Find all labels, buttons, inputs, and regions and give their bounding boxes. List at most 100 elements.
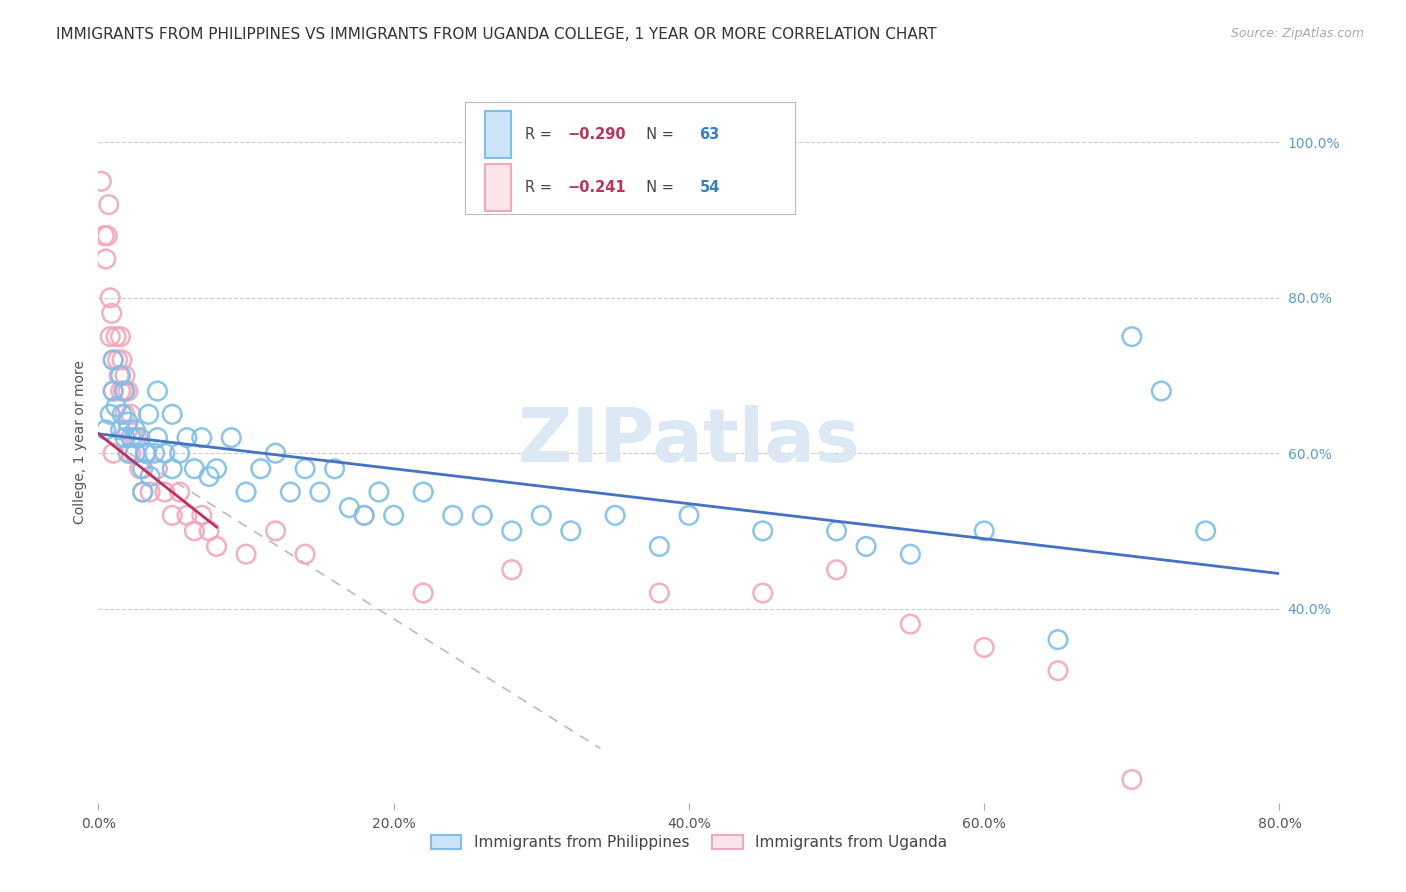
- Point: [471, 508, 494, 523]
- Point: [153, 485, 176, 500]
- Point: [138, 408, 160, 422]
- Point: [146, 461, 169, 475]
- Point: [110, 329, 132, 343]
- Point: [973, 640, 995, 655]
- Point: [183, 524, 205, 538]
- Point: [353, 508, 375, 523]
- Point: [112, 384, 135, 398]
- Text: Source: ZipAtlas.com: Source: ZipAtlas.com: [1230, 27, 1364, 40]
- Point: [103, 353, 125, 368]
- Text: N =: N =: [637, 128, 679, 143]
- Point: [501, 524, 523, 538]
- Point: [139, 485, 162, 500]
- Y-axis label: College, 1 year or more: College, 1 year or more: [73, 359, 87, 524]
- Point: [110, 423, 132, 437]
- Point: [752, 524, 775, 538]
- Point: [973, 524, 995, 538]
- Text: −0.241: −0.241: [567, 180, 626, 194]
- Point: [162, 508, 183, 523]
- Point: [162, 408, 183, 422]
- Point: [205, 540, 228, 554]
- Point: [90, 174, 112, 188]
- Point: [900, 617, 922, 632]
- Point: [120, 431, 142, 445]
- Point: [169, 485, 191, 500]
- Point: [114, 408, 136, 422]
- Point: [103, 384, 125, 398]
- Point: [1046, 632, 1070, 647]
- Point: [294, 461, 316, 475]
- Point: [132, 461, 155, 475]
- Point: [117, 423, 139, 437]
- Point: [103, 446, 125, 460]
- Point: [114, 384, 136, 398]
- Point: [117, 446, 139, 460]
- Point: [108, 368, 131, 383]
- Point: [107, 353, 129, 368]
- Bar: [485, 164, 510, 211]
- Point: [117, 384, 139, 398]
- Point: [678, 508, 700, 523]
- Point: [825, 563, 848, 577]
- Point: [139, 469, 162, 483]
- Point: [98, 329, 121, 343]
- Point: [124, 446, 146, 460]
- Point: [111, 353, 134, 368]
- Text: −0.290: −0.290: [567, 128, 626, 143]
- Text: IMMIGRANTS FROM PHILIPPINES VS IMMIGRANTS FROM UGANDA COLLEGE, 1 YEAR OR MORE CO: IMMIGRANTS FROM PHILIPPINES VS IMMIGRANT…: [56, 27, 936, 42]
- Point: [94, 423, 117, 437]
- Point: [1046, 664, 1070, 678]
- Point: [103, 353, 125, 368]
- Point: [114, 368, 136, 383]
- Point: [128, 461, 150, 475]
- Point: [122, 431, 145, 445]
- Legend: Immigrants from Philippines, Immigrants from Uganda: Immigrants from Philippines, Immigrants …: [425, 830, 953, 856]
- Point: [648, 586, 671, 600]
- Point: [1121, 772, 1143, 787]
- Point: [94, 252, 117, 266]
- Point: [153, 446, 176, 460]
- Point: [501, 563, 523, 577]
- Point: [191, 431, 214, 445]
- Point: [98, 291, 121, 305]
- Point: [855, 540, 877, 554]
- Point: [110, 384, 132, 398]
- Point: [264, 524, 287, 538]
- Point: [648, 540, 671, 554]
- FancyBboxPatch shape: [464, 102, 796, 214]
- Point: [412, 586, 434, 600]
- Bar: [485, 112, 510, 159]
- Point: [368, 485, 391, 500]
- Point: [198, 524, 221, 538]
- Point: [560, 524, 582, 538]
- Text: 63: 63: [700, 128, 720, 143]
- Point: [530, 508, 553, 523]
- Point: [1195, 819, 1218, 833]
- Point: [1195, 524, 1218, 538]
- Point: [96, 228, 118, 243]
- Point: [825, 524, 848, 538]
- Text: R =: R =: [524, 128, 557, 143]
- Point: [412, 485, 434, 500]
- Point: [250, 461, 273, 475]
- Point: [280, 485, 302, 500]
- Point: [235, 485, 257, 500]
- Point: [1150, 384, 1173, 398]
- Point: [132, 485, 155, 500]
- Text: R =: R =: [524, 180, 557, 194]
- Point: [353, 508, 375, 523]
- Point: [169, 446, 191, 460]
- Point: [117, 415, 139, 429]
- Text: 54: 54: [700, 180, 720, 194]
- Point: [110, 368, 132, 383]
- Point: [264, 446, 287, 460]
- Point: [100, 306, 122, 320]
- Point: [900, 547, 922, 561]
- Point: [235, 547, 257, 561]
- Point: [135, 446, 157, 460]
- Point: [323, 461, 346, 475]
- Text: ZIPatlas: ZIPatlas: [517, 405, 860, 478]
- Point: [98, 408, 121, 422]
- Point: [120, 446, 142, 460]
- Point: [176, 508, 198, 523]
